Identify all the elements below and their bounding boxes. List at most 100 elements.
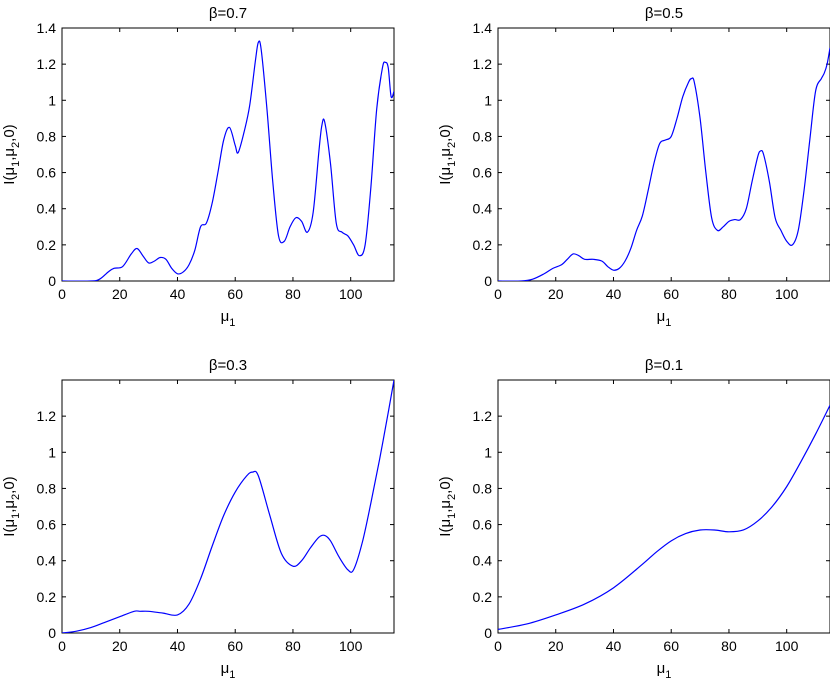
- y-tick-label: 1: [48, 444, 56, 460]
- y-tick-label: 1.4: [37, 20, 57, 36]
- axes-box: [497, 27, 830, 282]
- series-line-1: [498, 405, 830, 630]
- y-tick-label: 1: [484, 444, 492, 460]
- y-tick-label: 1.2: [473, 56, 493, 72]
- y-tick-label: 1.2: [37, 408, 57, 424]
- x-tick-label: 0: [58, 286, 66, 302]
- y-axis-label-part: ,μ: [437, 500, 454, 513]
- y-axis-label-sub: 1: [446, 161, 458, 167]
- x-axis-label-main: μ: [657, 308, 666, 325]
- x-axis-label-sub: 1: [665, 317, 671, 329]
- x-tick-label: 80: [721, 638, 737, 654]
- x-tick-label: 0: [58, 638, 66, 654]
- x-tick-label: 0: [494, 638, 502, 654]
- series-line-1: [498, 47, 830, 281]
- x-tick-label: 20: [112, 638, 128, 654]
- subplot-4: 0 20 40 60 80 10000.20.40.60.811.2β=0.1μ1I(μ1…: [437, 357, 830, 681]
- y-tick-label: 1.4: [473, 20, 493, 36]
- subplot-1: 0 20 40 60 80 10000.20.40.60.811.21.4β=0.7μ1I…: [1, 5, 395, 329]
- x-tick-label: 60: [227, 286, 243, 302]
- y-axis-label-sub: 2: [10, 494, 22, 500]
- y-tick-label: 0.4: [37, 553, 57, 569]
- y-tick-label: 0.2: [473, 237, 493, 253]
- y-tick-label: 0.6: [473, 165, 493, 181]
- axes-box: [497, 379, 830, 634]
- y-tick-label: 0: [48, 273, 56, 289]
- series-line-1: [62, 380, 394, 633]
- y-axis-label-part: ,0): [437, 124, 454, 142]
- x-tick-label: 40: [170, 638, 186, 654]
- y-tick-label: 0: [484, 625, 492, 641]
- x-axis-label: μ1: [657, 660, 672, 681]
- y-tick-label: 0.2: [473, 589, 493, 605]
- x-axis-label-sub: 1: [665, 669, 671, 681]
- x-tick-label: 100: [339, 638, 363, 654]
- x-tick-label: 80: [285, 638, 301, 654]
- y-tick-label: 0.8: [473, 480, 493, 496]
- y-axis-label-sub: 2: [446, 494, 458, 500]
- axes-box: [61, 379, 395, 634]
- y-tick-label: 0: [484, 273, 492, 289]
- y-axis-label-part: I(μ: [437, 519, 454, 537]
- chart-title: β=0.7: [209, 5, 247, 22]
- y-axis-label: I(μ1,μ2,0): [1, 124, 22, 184]
- x-tick-label: 20: [112, 286, 128, 302]
- y-axis-label-part: I(μ: [1, 167, 18, 185]
- x-axis-label-main: μ: [221, 308, 230, 325]
- x-axis-label: μ1: [657, 308, 672, 329]
- y-tick-label: 0.8: [37, 128, 57, 144]
- y-axis-label: I(μ1,μ2,0): [1, 476, 22, 536]
- y-axis-label-part: ,0): [437, 476, 454, 494]
- x-tick-label: 60: [227, 638, 243, 654]
- x-tick-label: 100: [775, 638, 799, 654]
- x-axis-label-main: μ: [657, 660, 666, 677]
- x-tick-label: 80: [285, 286, 301, 302]
- y-axis-label-part: ,μ: [1, 500, 18, 513]
- x-tick-label: 100: [775, 286, 799, 302]
- y-axis-label-sub: 1: [10, 513, 22, 519]
- y-tick-label: 0.4: [473, 201, 493, 217]
- y-axis-label-part: ,μ: [1, 148, 18, 161]
- y-axis-label-part: ,0): [1, 124, 18, 142]
- x-tick-label: 20: [548, 286, 564, 302]
- y-axis-label-part: I(μ: [1, 519, 18, 537]
- y-tick-label: 0.4: [473, 553, 493, 569]
- x-tick-label: 0: [494, 286, 502, 302]
- y-axis-label: I(μ1,μ2,0): [437, 476, 458, 536]
- x-tick-label: 40: [606, 286, 622, 302]
- y-tick-label: 0.2: [37, 237, 57, 253]
- y-axis-label-sub: 2: [446, 142, 458, 148]
- y-tick-label: 0.6: [473, 517, 493, 533]
- x-tick-label: 60: [663, 638, 679, 654]
- y-tick-label: 1.2: [37, 56, 57, 72]
- y-tick-label: 0.4: [37, 201, 57, 217]
- y-tick-label: 0.6: [37, 165, 57, 181]
- x-tick-label: 40: [170, 286, 186, 302]
- y-axis-label-part: ,0): [1, 476, 18, 494]
- x-axis-label-sub: 1: [229, 317, 235, 329]
- subplot-2: 0 20 40 60 80 10000.20.40.60.811.21.4β=0.5μ1I…: [437, 5, 830, 329]
- x-tick-label: 100: [339, 286, 363, 302]
- x-axis-label-main: μ: [221, 660, 230, 677]
- subplot-3: 0 20 40 60 80 10000.20.40.60.811.2β=0.3μ1I(μ1…: [1, 357, 395, 681]
- y-axis-label-sub: 1: [446, 513, 458, 519]
- y-tick-label: 0.2: [37, 589, 57, 605]
- y-tick-label: 0.8: [473, 128, 493, 144]
- x-tick-label: 80: [721, 286, 737, 302]
- y-tick-label: 1: [484, 92, 492, 108]
- chart-title: β=0.3: [209, 357, 247, 374]
- y-tick-label: 0: [48, 625, 56, 641]
- y-tick-label: 1: [48, 92, 56, 108]
- chart-title: β=0.5: [645, 5, 683, 22]
- axes-box: [61, 27, 395, 282]
- x-axis-label: μ1: [221, 660, 236, 681]
- y-tick-label: 0.6: [37, 517, 57, 533]
- y-axis-label-part: ,μ: [437, 148, 454, 161]
- x-tick-label: 20: [548, 638, 564, 654]
- y-axis-label-sub: 2: [10, 142, 22, 148]
- x-axis-label: μ1: [221, 308, 236, 329]
- x-tick-label: 60: [663, 286, 679, 302]
- chart-title: β=0.1: [645, 357, 683, 374]
